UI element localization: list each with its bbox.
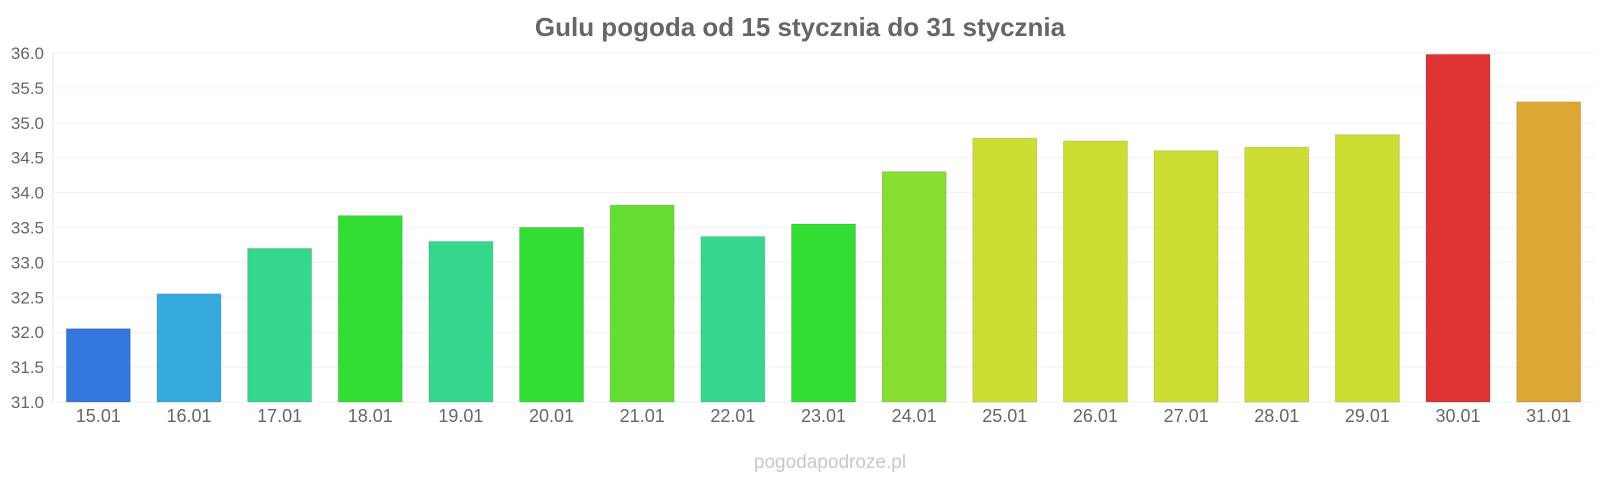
bar-23.01[interactable] xyxy=(791,223,856,403)
y-tick-label: 36.0 xyxy=(11,44,44,63)
x-tick-label: 25.01 xyxy=(982,406,1027,426)
bar-20.01[interactable] xyxy=(519,227,585,403)
x-tick-label: 19.01 xyxy=(438,406,483,426)
credit-text: pogodapodroze.pl xyxy=(754,452,906,473)
x-tick-label: 31.01 xyxy=(1526,406,1571,426)
x-tick-label: 21.01 xyxy=(620,406,665,426)
bars xyxy=(65,53,1582,403)
y-tick-label: 32.0 xyxy=(11,323,44,342)
x-tick-label: 26.01 xyxy=(1073,406,1118,426)
y-tick-label: 32.5 xyxy=(11,288,44,307)
bar-19.01[interactable] xyxy=(428,240,494,403)
bar-16.01[interactable] xyxy=(156,293,222,403)
x-tick-label: 22.01 xyxy=(710,406,755,426)
y-tick-label: 34.0 xyxy=(11,184,44,203)
bar-29.01[interactable] xyxy=(1334,134,1400,403)
x-tick-label: 24.01 xyxy=(892,406,937,426)
y-tick-label: 33.5 xyxy=(11,219,44,238)
chart-title: Gulu pogoda od 15 stycznia do 31 styczni… xyxy=(535,12,1066,42)
x-tick-label: 28.01 xyxy=(1254,406,1299,426)
x-tick-label: 17.01 xyxy=(257,406,302,426)
y-tick-label: 35.5 xyxy=(11,79,44,98)
bar-31.01[interactable] xyxy=(1516,101,1582,403)
y-tick-label: 31.0 xyxy=(11,393,44,412)
x-tick-label: 27.01 xyxy=(1164,406,1209,426)
x-tick-label: 29.01 xyxy=(1345,406,1390,426)
bar-30.01[interactable] xyxy=(1425,53,1491,403)
y-axis-ticks: 31.0 31.5 32.0 32.5 33.0 33.5 34.0 34.5 35.0 35.5… xyxy=(11,44,44,412)
bar-28.01[interactable] xyxy=(1244,146,1310,403)
bar-18.01[interactable] xyxy=(337,215,403,403)
bar-24.01[interactable] xyxy=(881,171,947,403)
x-axis-ticks: 15.01 16.01 17.01 18.01 19.01 20.01 21.01 22.01… xyxy=(76,406,1571,426)
y-tick-label: 31.5 xyxy=(11,358,44,377)
bar-22.01[interactable] xyxy=(700,236,766,403)
y-tick-label: 33.0 xyxy=(11,253,44,272)
x-tick-label: 30.01 xyxy=(1436,406,1481,426)
x-tick-label: 20.01 xyxy=(529,406,574,426)
bar-17.01[interactable] xyxy=(247,247,313,403)
bar-21.01[interactable] xyxy=(609,204,675,403)
bar-25.01[interactable] xyxy=(972,137,1038,403)
x-tick-label: 23.01 xyxy=(801,406,846,426)
x-tick-label: 16.01 xyxy=(166,406,211,426)
y-tick-label: 35.0 xyxy=(11,114,44,133)
bar-26.01[interactable] xyxy=(1062,140,1128,403)
bar-15.01[interactable] xyxy=(65,328,131,403)
y-tick-label: 34.5 xyxy=(11,149,44,168)
bar-27.01[interactable] xyxy=(1153,150,1219,403)
x-tick-label: 15.01 xyxy=(76,406,121,426)
x-tick-label: 18.01 xyxy=(348,406,393,426)
